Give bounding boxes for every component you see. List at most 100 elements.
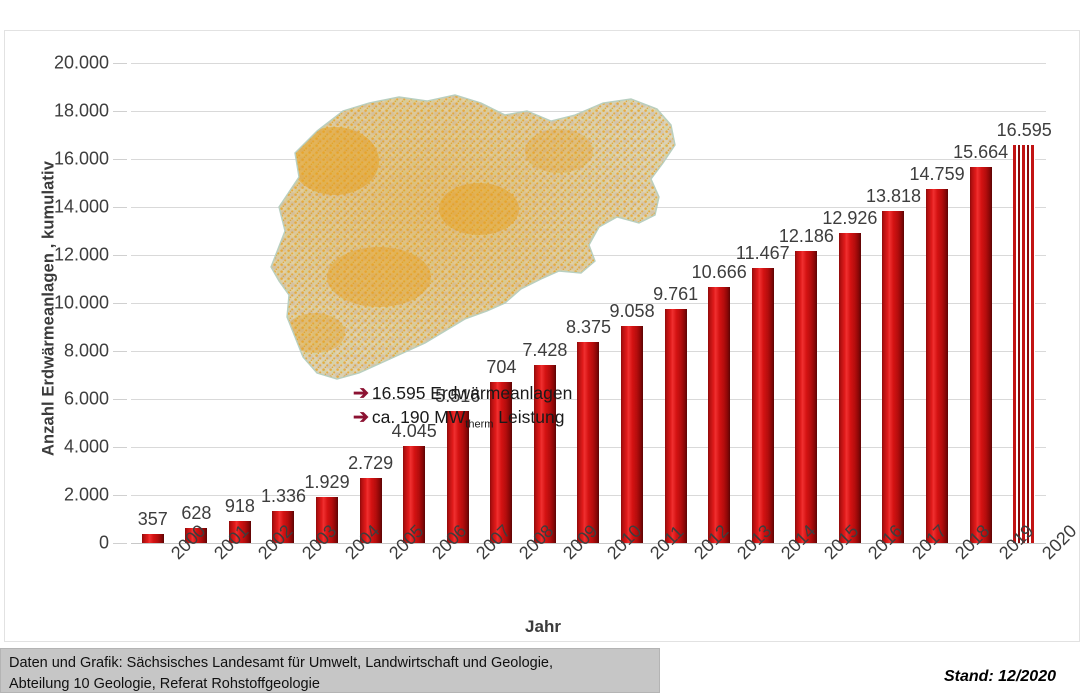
y-axis-tick-mark bbox=[113, 495, 127, 496]
footer-line-2: Abteilung 10 Geologie, Referat Rohstoffg… bbox=[9, 675, 320, 692]
bar-slot: 13.818 bbox=[866, 63, 921, 543]
x-axis-title: Jahr bbox=[525, 617, 561, 636]
y-axis-tick: 8.000 bbox=[63, 340, 109, 361]
y-axis-tick-mark bbox=[113, 111, 127, 112]
bar-2015[interactable] bbox=[795, 250, 818, 543]
bar-2018[interactable] bbox=[926, 188, 949, 543]
bar-2007[interactable] bbox=[446, 410, 469, 543]
x-axis-tick-2019: 2019 bbox=[995, 521, 1037, 564]
annotation-line-2: ➔ ca. 190 MWtherm Leistung bbox=[353, 405, 572, 433]
bar-value-label-2016: 12.926 bbox=[822, 207, 878, 228]
bar-value-label-2012: 9.761 bbox=[653, 283, 699, 304]
bar-value-label-2002: 918 bbox=[224, 495, 255, 516]
bar-slot: 1.929 bbox=[304, 63, 350, 543]
bar-2019[interactable] bbox=[969, 167, 992, 543]
y-axis-tick: 0 bbox=[98, 532, 109, 553]
x-axis-tick-2018: 2018 bbox=[951, 521, 993, 564]
bar-2017[interactable] bbox=[882, 211, 905, 543]
annotation-line-2-post: Leistung bbox=[493, 407, 565, 428]
bar-2004[interactable] bbox=[316, 496, 339, 543]
x-axis-tick-2003: 2003 bbox=[298, 521, 340, 564]
y-axis-tick: 16.000 bbox=[53, 148, 109, 169]
bar-value-label-2003: 1.336 bbox=[260, 485, 307, 506]
bar-slot: 4.045 bbox=[392, 63, 437, 543]
bar-2008[interactable] bbox=[490, 382, 513, 543]
bar-2006[interactable] bbox=[403, 445, 426, 543]
status-date: Stand: 12/2020 bbox=[943, 668, 1056, 685]
bar-slot: 918 bbox=[218, 63, 262, 543]
bar-slot: 7.428 bbox=[522, 63, 568, 543]
y-axis-tick: 20.000 bbox=[53, 52, 109, 73]
bar-slot: 9.761 bbox=[653, 63, 699, 543]
bar-2010[interactable] bbox=[577, 342, 600, 543]
y-axis-tick-mark bbox=[113, 207, 127, 208]
y-axis-tick: 6.000 bbox=[63, 388, 109, 409]
y-axis-tick: 12.000 bbox=[53, 244, 109, 265]
bar-2014[interactable] bbox=[751, 267, 774, 543]
bar-value-label-2014: 11.467 bbox=[735, 242, 790, 263]
y-axis-tick: 14.000 bbox=[53, 196, 109, 217]
bar-value-label-2009: 7.428 bbox=[522, 339, 568, 360]
bar-2000[interactable] bbox=[141, 534, 164, 543]
arrow-icon: ➔ bbox=[353, 383, 369, 404]
annotation-block: ➔ 16.595 Erdwärmeanlagen ➔ ca. 190 MWthe… bbox=[353, 381, 572, 433]
bar-slot: 8.375 bbox=[565, 63, 612, 543]
bar-value-label-2004: 1.929 bbox=[304, 471, 350, 492]
bar-slot: 12.186 bbox=[779, 63, 834, 543]
bar-slot: 5.516 bbox=[435, 63, 481, 543]
bar-value-label-2000: 357 bbox=[137, 509, 168, 530]
y-axis-tick: 18.000 bbox=[53, 100, 109, 121]
bar-2011[interactable] bbox=[621, 325, 644, 543]
x-axis-tick-2001: 2001 bbox=[210, 521, 252, 564]
gridline bbox=[131, 543, 1046, 544]
x-axis-tick-2007: 2007 bbox=[472, 521, 514, 564]
bar-value-label-2019: 15.664 bbox=[953, 142, 1009, 163]
bar-2020[interactable] bbox=[1013, 144, 1036, 543]
x-axis-tick-2015: 2015 bbox=[820, 521, 862, 564]
bar-series: 357 628 918 1.336 1.929 2.729 4.045 5.516 704 7.4… bbox=[131, 63, 1052, 543]
bar-slot: 14.759 bbox=[910, 63, 965, 543]
bar-slot: 2.729 bbox=[348, 63, 393, 543]
bar-value-label-2010: 8.375 bbox=[565, 317, 612, 337]
y-axis-tick-labels: 20.000 18.000 16.000 14.000 12.000 10.000 8.00… bbox=[5, 53, 131, 553]
x-axis-tick-2017: 2017 bbox=[908, 521, 950, 564]
bar-2005[interactable] bbox=[359, 477, 382, 543]
bar-2012[interactable] bbox=[664, 308, 687, 543]
bar-2013[interactable] bbox=[708, 287, 731, 543]
annotation-line-1: ➔ 16.595 Erdwärmeanlagen bbox=[353, 381, 572, 405]
bar-value-label-2007: 5.516 bbox=[435, 385, 481, 406]
bar-slot: 11.467 bbox=[736, 63, 790, 543]
bar-slot: 10.666 bbox=[692, 63, 747, 543]
x-axis-tick-2002: 2002 bbox=[254, 521, 296, 564]
bar-slot: 357 bbox=[131, 63, 175, 543]
y-axis-tick-mark bbox=[113, 255, 127, 256]
bar-slot: 9.058 bbox=[609, 63, 655, 543]
bar-2009[interactable] bbox=[533, 364, 556, 543]
bar-value-label-2017: 13.818 bbox=[865, 186, 922, 207]
x-axis-tick-2016: 2016 bbox=[864, 521, 906, 564]
annotation-line-2-pre: ca. 190 MW bbox=[371, 407, 466, 428]
arrow-icon: ➔ bbox=[353, 407, 369, 429]
x-axis-tick-2010: 2010 bbox=[603, 521, 645, 564]
x-axis-tick-2011: 2011 bbox=[646, 521, 688, 564]
annotation-line-2-text: ca. 190 MWtherm Leistung bbox=[372, 405, 565, 433]
bar-2001[interactable] bbox=[185, 527, 208, 543]
y-axis-tick-mark bbox=[113, 351, 127, 352]
bar-slot: 704 bbox=[480, 63, 524, 543]
bar-value-label-2013: 10.666 bbox=[691, 262, 747, 283]
bar-value-label-2011: 9.058 bbox=[609, 300, 655, 321]
bar-slot: 15.664 bbox=[953, 63, 1008, 543]
bar-2003[interactable] bbox=[272, 510, 295, 543]
bar-2002[interactable] bbox=[228, 520, 251, 543]
y-axis-tick-mark bbox=[113, 303, 127, 304]
bar-2016[interactable] bbox=[838, 232, 861, 543]
x-axis-tick-2004: 2004 bbox=[341, 521, 383, 564]
x-axis-tick-2012: 2012 bbox=[690, 521, 732, 564]
y-axis-tick-mark bbox=[113, 447, 127, 448]
bar-slot: 628 bbox=[175, 63, 219, 543]
x-axis-tick-2014: 2014 bbox=[777, 521, 819, 564]
x-axis-tick-2000: 2000 bbox=[167, 521, 209, 564]
x-axis-tick-2005: 2005 bbox=[385, 521, 427, 564]
y-axis-tick: 10.000 bbox=[53, 292, 109, 313]
annotation-line-2-subscript: therm bbox=[465, 418, 494, 431]
